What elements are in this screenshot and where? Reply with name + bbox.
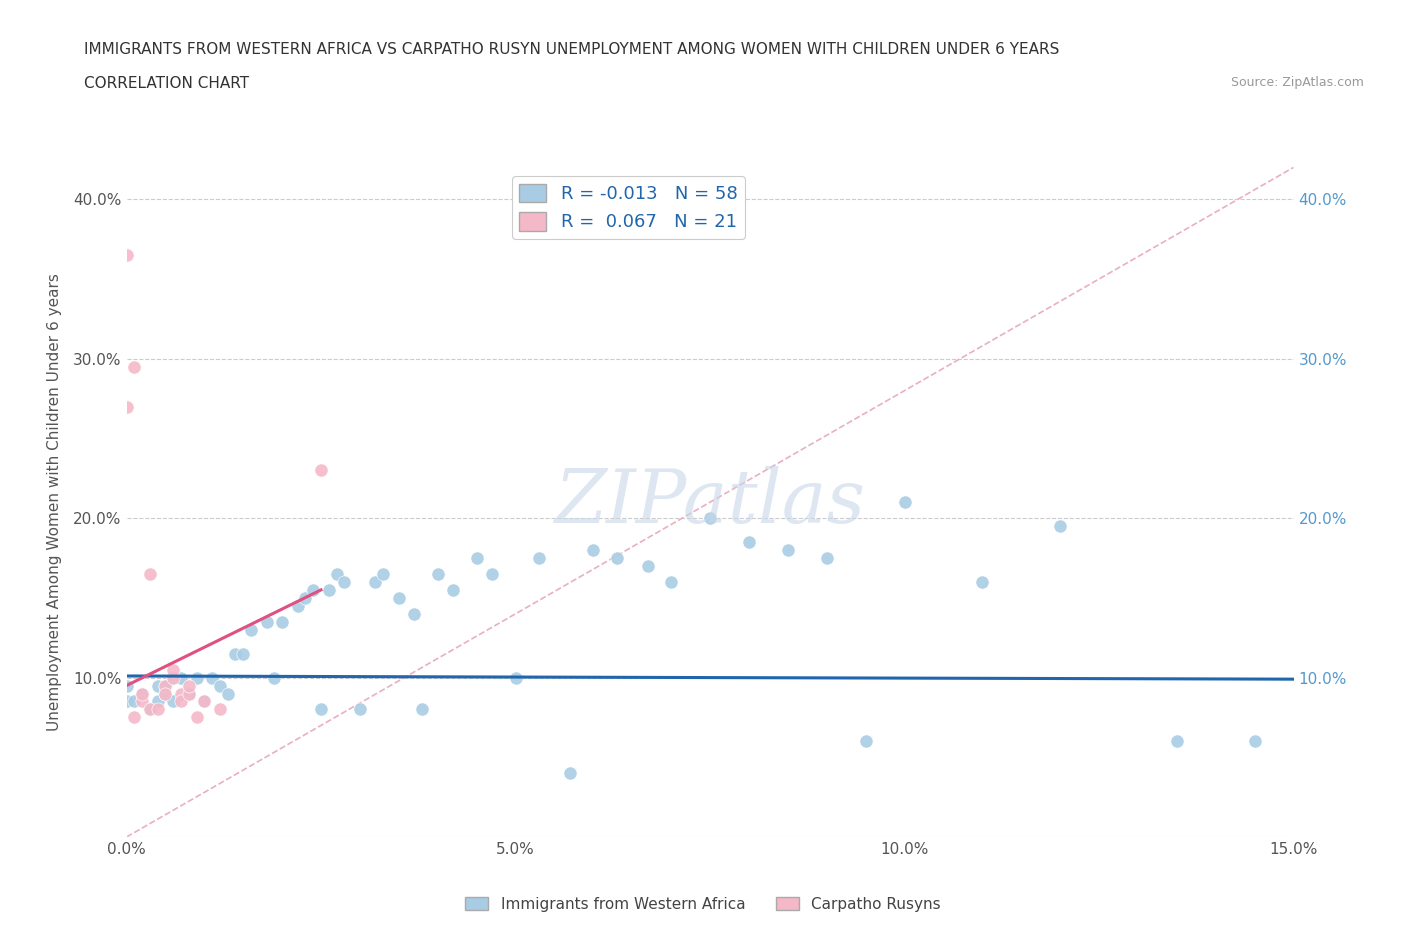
Y-axis label: Unemployment Among Women with Children Under 6 years: Unemployment Among Women with Children U…	[46, 273, 62, 731]
Point	[146, 702, 169, 717]
Point	[271, 615, 294, 630]
Point	[318, 582, 340, 597]
Point	[1243, 734, 1265, 749]
Point	[208, 678, 231, 693]
Point	[124, 359, 146, 374]
Point	[465, 551, 488, 565]
Point	[139, 702, 162, 717]
Point	[115, 399, 138, 414]
Point	[287, 598, 309, 613]
Point	[162, 671, 184, 685]
Point	[309, 463, 332, 478]
Point	[193, 694, 215, 709]
Point	[232, 646, 254, 661]
Point	[162, 662, 184, 677]
Point	[201, 671, 224, 685]
Point	[659, 575, 682, 590]
Point	[155, 686, 177, 701]
Point	[224, 646, 246, 661]
Point	[162, 671, 184, 685]
Text: Source: ZipAtlas.com: Source: ZipAtlas.com	[1230, 76, 1364, 89]
Point	[364, 575, 387, 590]
Point	[115, 678, 138, 693]
Point	[124, 694, 146, 709]
Text: ZIPatlas: ZIPatlas	[554, 466, 866, 538]
Point	[893, 495, 915, 510]
Point	[699, 511, 721, 525]
Point	[776, 542, 799, 557]
Point	[302, 582, 325, 597]
Point	[294, 591, 316, 605]
Point	[170, 671, 193, 685]
Point	[1049, 519, 1071, 534]
Point	[558, 765, 581, 780]
Text: CORRELATION CHART: CORRELATION CHART	[84, 76, 249, 91]
Point	[1166, 734, 1188, 749]
Point	[155, 678, 177, 693]
Point	[170, 686, 193, 701]
Text: IMMIGRANTS FROM WESTERN AFRICA VS CARPATHO RUSYN UNEMPLOYMENT AMONG WOMEN WITH C: IMMIGRANTS FROM WESTERN AFRICA VS CARPAT…	[84, 42, 1060, 57]
Point	[373, 566, 395, 581]
Point	[139, 702, 162, 717]
Point	[815, 551, 838, 565]
Point	[606, 551, 628, 565]
Point	[208, 702, 231, 717]
Point	[124, 710, 146, 724]
Point	[162, 694, 184, 709]
Point	[131, 694, 153, 709]
Point	[115, 247, 138, 262]
Point	[177, 686, 200, 701]
Point	[404, 606, 426, 621]
Point	[177, 678, 200, 693]
Point	[505, 671, 527, 685]
Point	[186, 710, 208, 724]
Point	[170, 694, 193, 709]
Point	[441, 582, 464, 597]
Point	[193, 694, 215, 709]
Point	[309, 702, 332, 717]
Point	[139, 566, 162, 581]
Point	[349, 702, 371, 717]
Point	[637, 559, 659, 574]
Point	[115, 694, 138, 709]
Point	[855, 734, 877, 749]
Legend: Immigrants from Western Africa, Carpatho Rusyns: Immigrants from Western Africa, Carpatho…	[460, 890, 946, 918]
Point	[155, 686, 177, 701]
Point	[131, 686, 153, 701]
Point	[155, 678, 177, 693]
Point	[582, 542, 605, 557]
Point	[146, 694, 169, 709]
Point	[146, 678, 169, 693]
Point	[426, 566, 449, 581]
Point	[411, 702, 433, 717]
Point	[333, 575, 356, 590]
Point	[325, 566, 347, 581]
Point	[131, 686, 153, 701]
Point	[186, 671, 208, 685]
Point	[527, 551, 550, 565]
Point	[256, 615, 278, 630]
Point	[388, 591, 411, 605]
Point	[481, 566, 503, 581]
Point	[240, 622, 263, 637]
Point	[972, 575, 994, 590]
Legend: R = -0.013   N = 58, R =  0.067   N = 21: R = -0.013 N = 58, R = 0.067 N = 21	[512, 177, 745, 239]
Point	[263, 671, 285, 685]
Point	[217, 686, 239, 701]
Point	[738, 535, 761, 550]
Point	[177, 686, 200, 701]
